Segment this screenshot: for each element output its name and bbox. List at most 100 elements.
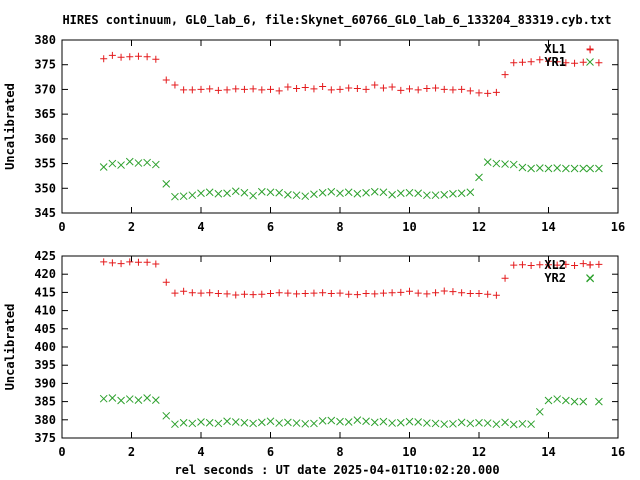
data-point <box>143 53 151 61</box>
y-tick-label: 355 <box>34 157 56 171</box>
data-point <box>117 396 125 405</box>
data-point <box>318 417 327 425</box>
data-point <box>162 278 170 286</box>
data-point <box>545 57 552 65</box>
data-point <box>406 287 413 295</box>
data-point <box>518 58 526 66</box>
data-point <box>492 159 501 168</box>
data-point <box>240 85 248 93</box>
data-point <box>423 191 431 200</box>
data-point <box>275 87 283 95</box>
data-point <box>223 86 231 94</box>
data-point <box>206 85 214 93</box>
data-point <box>362 417 370 426</box>
data-point <box>171 420 179 429</box>
data-point <box>232 85 240 93</box>
data-point <box>171 81 179 89</box>
y-tick-label: 410 <box>34 304 56 318</box>
data-point <box>562 260 570 268</box>
data-point <box>362 85 370 93</box>
data-point <box>327 289 335 297</box>
x-tick-label: 16 <box>611 220 625 234</box>
data-point <box>100 258 108 266</box>
data-point <box>117 260 125 268</box>
x-tick-label: 6 <box>267 445 274 459</box>
data-point <box>501 160 509 168</box>
data-point <box>108 51 116 59</box>
data-point <box>492 88 500 96</box>
data-point <box>388 419 396 427</box>
data-point <box>527 261 535 269</box>
data-point <box>327 187 336 196</box>
data-point <box>267 85 274 93</box>
data-point <box>414 418 423 426</box>
data-point <box>310 190 318 199</box>
data-point <box>240 188 249 197</box>
y-tick-label: 370 <box>34 82 56 96</box>
data-point <box>535 164 544 172</box>
x-tick-label: 4 <box>197 220 204 234</box>
data-point <box>370 418 379 427</box>
data-point <box>379 84 387 92</box>
data-point <box>249 85 257 93</box>
data-point <box>518 163 527 172</box>
data-point <box>536 261 544 269</box>
data-point <box>571 59 579 67</box>
y-tick-label: 360 <box>34 132 56 146</box>
data-point <box>301 289 309 297</box>
data-point <box>223 417 231 426</box>
data-point <box>214 86 222 94</box>
data-point <box>449 189 457 198</box>
data-point <box>458 85 466 93</box>
data-point <box>188 191 197 200</box>
legend-label: XL2 <box>544 258 566 272</box>
x-tick-label: 4 <box>197 445 204 459</box>
data-point <box>527 420 535 429</box>
data-point <box>553 261 561 269</box>
data-point <box>151 160 160 169</box>
data-point <box>475 173 483 182</box>
data-point <box>100 55 108 63</box>
data-point <box>440 190 449 199</box>
data-point <box>267 289 274 297</box>
data-point <box>570 164 579 173</box>
data-point <box>180 287 188 295</box>
data-point <box>440 420 449 429</box>
x-tick-label: 2 <box>128 445 135 459</box>
x-tick-label: 2 <box>128 220 135 234</box>
data-point <box>510 59 518 67</box>
data-point <box>510 261 518 269</box>
x-tick-label: 16 <box>611 445 625 459</box>
data-point <box>293 290 301 298</box>
data-point <box>527 58 535 66</box>
data-point <box>545 261 552 269</box>
data-point <box>483 419 492 427</box>
data-point <box>466 289 474 297</box>
data-point <box>318 188 327 197</box>
data-point <box>162 179 171 188</box>
data-point <box>509 420 518 429</box>
data-point <box>484 290 492 298</box>
data-point <box>388 190 396 199</box>
data-point <box>345 290 353 298</box>
data-point <box>310 419 318 428</box>
data-point <box>423 290 431 298</box>
data-point <box>179 192 188 201</box>
data-point <box>275 188 284 197</box>
data-point <box>362 188 370 197</box>
data-point <box>108 159 117 168</box>
data-point <box>232 291 240 299</box>
data-point <box>197 189 205 198</box>
data-point <box>197 418 205 426</box>
legend-label: YR1 <box>544 55 566 69</box>
data-point <box>466 188 475 197</box>
data-point <box>126 258 134 266</box>
x-tick-label: 14 <box>541 220 555 234</box>
data-point <box>405 417 414 426</box>
data-point <box>440 287 448 295</box>
data-point <box>231 418 240 426</box>
data-point <box>214 289 222 297</box>
data-point <box>379 417 388 426</box>
data-point <box>595 397 603 406</box>
